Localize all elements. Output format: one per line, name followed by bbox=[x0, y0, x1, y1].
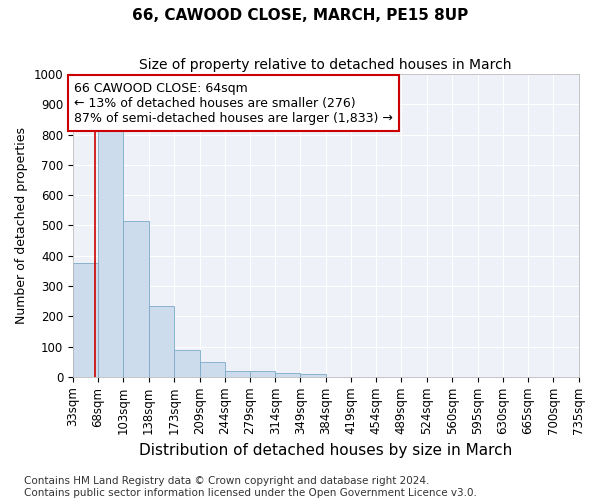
Text: 66 CAWOOD CLOSE: 64sqm
← 13% of detached houses are smaller (276)
87% of semi-de: 66 CAWOOD CLOSE: 64sqm ← 13% of detached… bbox=[74, 82, 393, 124]
Bar bbox=[225, 371, 250, 377]
Bar bbox=[73, 264, 98, 377]
Title: Size of property relative to detached houses in March: Size of property relative to detached ho… bbox=[139, 58, 512, 71]
Bar bbox=[200, 362, 225, 377]
Bar bbox=[275, 373, 301, 377]
Bar bbox=[149, 306, 174, 377]
Bar bbox=[174, 350, 200, 377]
Text: Contains HM Land Registry data © Crown copyright and database right 2024.
Contai: Contains HM Land Registry data © Crown c… bbox=[24, 476, 477, 498]
X-axis label: Distribution of detached houses by size in March: Distribution of detached houses by size … bbox=[139, 442, 512, 458]
Bar bbox=[98, 128, 124, 377]
Bar bbox=[301, 374, 326, 377]
Bar bbox=[250, 372, 275, 377]
Bar bbox=[124, 221, 149, 377]
Text: 66, CAWOOD CLOSE, MARCH, PE15 8UP: 66, CAWOOD CLOSE, MARCH, PE15 8UP bbox=[132, 8, 468, 22]
Y-axis label: Number of detached properties: Number of detached properties bbox=[15, 127, 28, 324]
